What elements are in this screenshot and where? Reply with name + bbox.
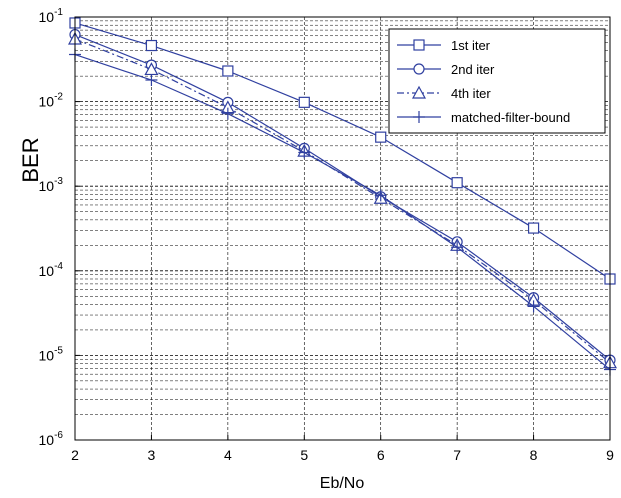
data-point-series-4 — [145, 74, 158, 87]
x-tick-label: 3 — [148, 447, 156, 463]
data-point-series-4 — [451, 241, 464, 254]
legend: 1st iter 2nd iter 4th iter matched-filter-b… — [388, 28, 606, 134]
series-line-3 — [74, 38, 611, 364]
data-point-series-1 — [145, 39, 158, 52]
plot-frame — [74, 16, 611, 441]
y-tick-label: 10-5 — [39, 345, 64, 363]
ticks: 2 3 4 5 6 7 8 9 10-6 10-5 10-4 10-3 10-2 10-1 — [39, 7, 615, 463]
legend-marker — [413, 111, 425, 123]
legend-label: 2nd iter — [451, 62, 495, 77]
data-point-series-4 — [221, 107, 234, 120]
data-point-series-1 — [222, 65, 234, 77]
series-line-4 — [74, 53, 611, 371]
x-tick-label: 7 — [453, 447, 461, 463]
legend-label: 4th iter — [451, 86, 491, 101]
series-line-1 — [74, 22, 611, 280]
x-tick-label: 4 — [224, 447, 232, 463]
data-point-series-4 — [374, 189, 387, 202]
x-tick-label: 8 — [530, 447, 538, 463]
x-tick-label: 2 — [71, 447, 79, 463]
data-point-series-4 — [298, 146, 311, 159]
data-point-series-1 — [527, 222, 540, 234]
series-line-2 — [74, 34, 611, 361]
data-point-series-1 — [298, 96, 310, 108]
legend-label: 1st iter — [451, 38, 491, 53]
y-tick-label: 10-2 — [39, 92, 64, 110]
x-tick-label: 5 — [300, 447, 308, 463]
x-tick-label: 9 — [606, 447, 614, 463]
legend-marker — [413, 39, 425, 51]
data-point-series-1 — [375, 131, 387, 143]
legend-label: matched-filter-bound — [451, 110, 570, 125]
series-layer — [67, 17, 618, 376]
legend-box — [388, 28, 606, 134]
y-tick-label: 10-1 — [39, 7, 64, 25]
legend-marker — [413, 63, 425, 75]
x-tick-label: 6 — [377, 447, 385, 463]
data-point-series-1 — [451, 177, 463, 189]
y-axis-label: BER — [18, 137, 43, 182]
data-point-series-4 — [527, 300, 540, 313]
y-tick-label: 10-4 — [39, 261, 64, 279]
y-tick-label: 10-3 — [39, 176, 64, 194]
y-tick-label: 10-6 — [39, 430, 64, 448]
x-axis-label: Eb/No — [320, 475, 365, 492]
legend-marker — [411, 85, 427, 99]
